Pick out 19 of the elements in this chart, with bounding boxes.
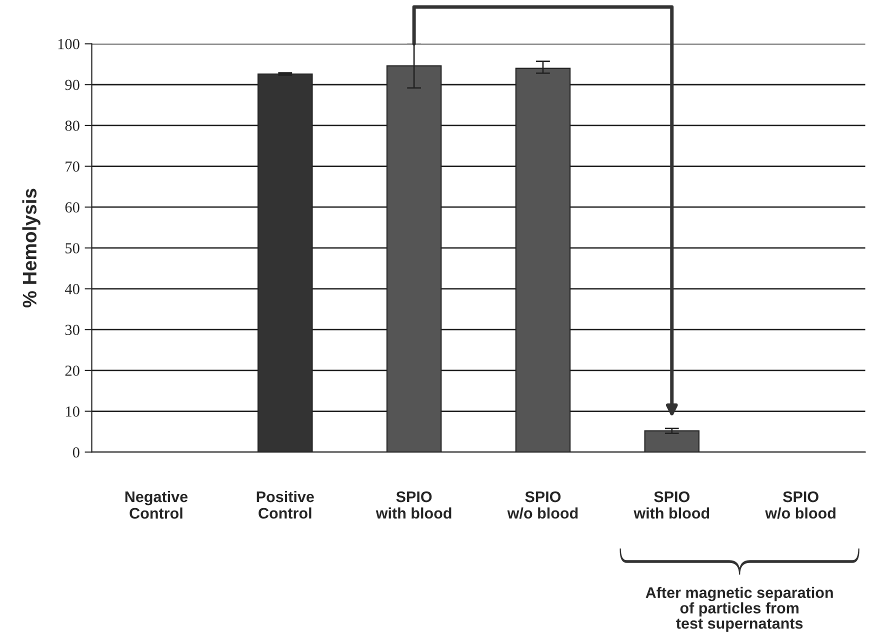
- y-tick-label: 60: [65, 202, 80, 213]
- x-tick-label: SPIO with blood: [376, 491, 452, 519]
- y-tick-label: 50: [66, 243, 80, 254]
- y-tick-label: 100: [58, 38, 80, 50]
- text: After magnetic separation of particles from test supernatants: [646, 586, 833, 632]
- y-tick-label: 0: [72, 447, 80, 458]
- y-tick-label: 30: [65, 324, 80, 336]
- y-tick-label: 20: [65, 366, 80, 376]
- y-tick-label: 90: [65, 80, 80, 90]
- y-axis-title: % Hemolysis: [22, 188, 40, 308]
- y-tick-label: 40: [64, 284, 80, 294]
- x-tick-label: SPIO w/o blood: [765, 491, 836, 519]
- y-tick-label: 80: [65, 120, 80, 131]
- x-tick-label: SPIO w/o blood: [507, 491, 578, 519]
- y-tick-label: 70: [66, 161, 80, 172]
- y-tick-label: 10: [66, 406, 80, 417]
- x-tick-label: Positive Control: [256, 490, 314, 519]
- x-tick-label: SPIO with blood: [634, 491, 710, 519]
- x-tick-label: Negative Control: [125, 490, 188, 519]
